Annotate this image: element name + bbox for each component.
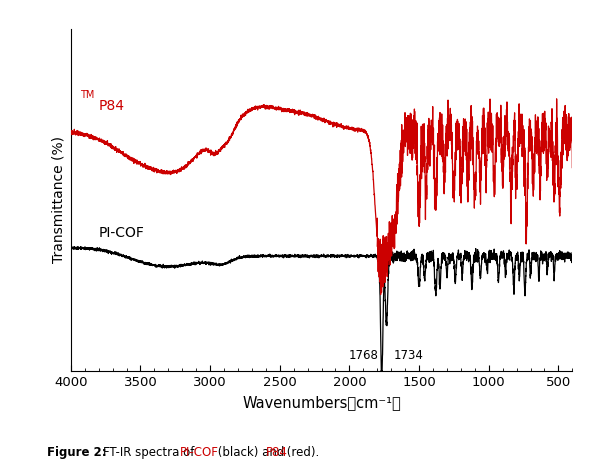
Text: 1734: 1734 <box>394 349 424 362</box>
Text: (red).: (red). <box>283 446 319 459</box>
Text: PI-COF: PI-COF <box>99 227 145 240</box>
Text: TM: TM <box>80 90 94 100</box>
Text: (black) and: (black) and <box>214 446 289 459</box>
Y-axis label: Transmittance (%): Transmittance (%) <box>51 137 65 263</box>
X-axis label: WavenumbersⳈcm⁻¹ⳉ: WavenumbersⳈcm⁻¹ⳉ <box>242 395 401 410</box>
Text: 1768: 1768 <box>349 349 379 362</box>
Text: P84: P84 <box>99 99 124 113</box>
Text: Figure 2:: Figure 2: <box>47 446 111 459</box>
Text: P84: P84 <box>266 446 288 459</box>
Text: FT-IR spectra of: FT-IR spectra of <box>103 446 198 459</box>
Text: PI-COF: PI-COF <box>180 446 219 459</box>
